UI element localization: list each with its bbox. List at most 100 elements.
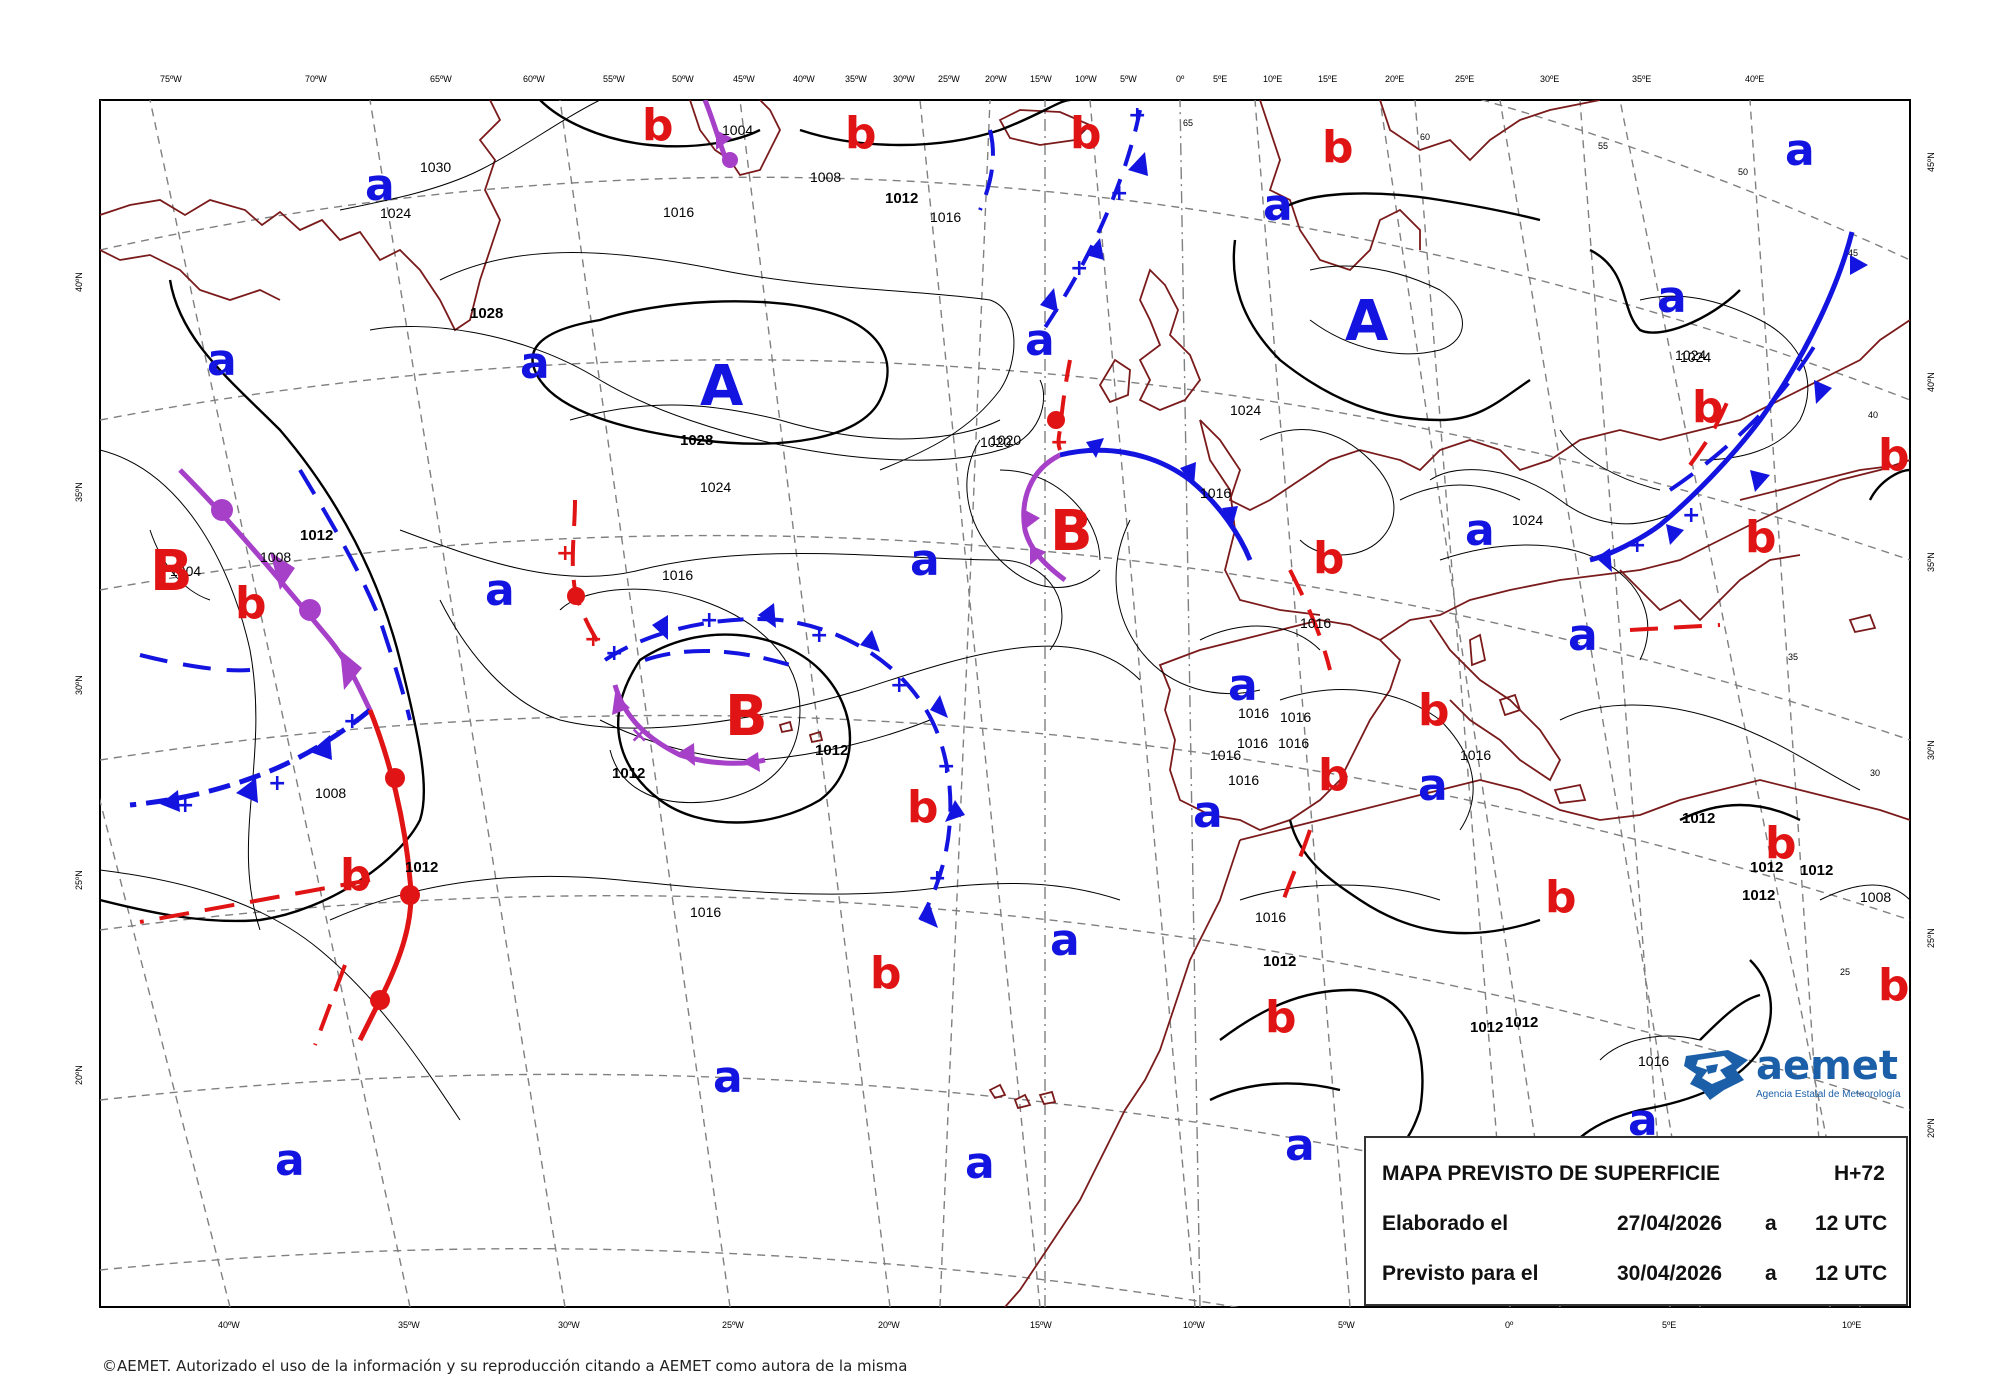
rel-low: b xyxy=(845,108,877,159)
rel-high: a xyxy=(1418,760,1448,811)
lat-label: 40ºN xyxy=(74,272,84,292)
lon-label: 35ºW xyxy=(398,1320,420,1330)
lon-label: 75ºW xyxy=(160,74,182,84)
rel-low: b xyxy=(1692,382,1724,433)
lon-label: 20ºW xyxy=(985,74,1007,84)
lon-label: 70ºW xyxy=(305,74,327,84)
rel-high: a xyxy=(910,535,940,586)
lat-label: 30ºN xyxy=(74,675,84,695)
rel-low: b xyxy=(1070,108,1102,159)
rel-high: a xyxy=(1568,610,1598,661)
lon-label: 20ºE xyxy=(1385,74,1404,84)
iso-label: 1012 xyxy=(1263,953,1296,970)
lon-label: 20ºW xyxy=(878,1320,900,1330)
rel-high: a xyxy=(520,338,550,389)
lon-label: 40ºE xyxy=(1745,74,1764,84)
info-elab-label: Elaborado el xyxy=(1382,1212,1509,1235)
rel-low: b xyxy=(1878,430,1910,481)
iso-label: 1016 xyxy=(1200,485,1231,501)
lat-label: 20ºN xyxy=(74,1065,84,1085)
isobar-labels: 1030 1024 1028 1028 1024 1020 1016 1012 … xyxy=(170,122,1891,1069)
svg-text:+: + xyxy=(1070,256,1088,281)
iso-label: 1016 xyxy=(690,904,721,920)
rel-low: b xyxy=(907,782,939,833)
lon-label: 10ºW xyxy=(1075,74,1097,84)
info-title: MAPA PREVISTO DE SUPERFICIE xyxy=(1382,1162,1720,1185)
pressure-centers: A A B B B xyxy=(150,289,1389,749)
svg-text:+: + xyxy=(937,754,955,779)
rel-high: a xyxy=(1025,315,1055,366)
svg-text:+: + xyxy=(176,793,194,818)
iso-label: 1012 xyxy=(1742,887,1775,904)
occluded-front-west xyxy=(178,468,373,712)
iso-label: 1012 xyxy=(1682,810,1715,827)
iso-label: 1024 xyxy=(1512,512,1543,528)
aemet-logo: aemet Agencia Estatal de Meteorología xyxy=(1680,1044,1912,1106)
info-prev-row: Previsto para el 30/04/2026 a 12 UTC xyxy=(1382,1262,1887,1292)
iso-label: 1016 xyxy=(1255,909,1286,925)
rel-high: a xyxy=(1050,915,1080,966)
iso-label: 1004 xyxy=(722,122,753,138)
rel-high: a xyxy=(275,1135,305,1186)
lon-label: 15ºW xyxy=(1030,74,1052,84)
iso-label: 1028 xyxy=(680,432,713,449)
info-elab-time: 12 UTC xyxy=(1815,1212,1888,1235)
low-center: B xyxy=(1050,499,1093,564)
lat-label: 25ºN xyxy=(1926,928,1936,948)
lon-label: 5ºE xyxy=(1662,1320,1676,1330)
lon-label: 35ºW xyxy=(845,74,867,84)
left-lat-labels: 40ºN 35ºN 30ºN 25ºN 20ºN xyxy=(74,272,84,1085)
lon-label: 50ºW xyxy=(672,74,694,84)
coastlines xyxy=(100,100,1910,1307)
rel-low: b xyxy=(1418,685,1450,736)
iso-label: 1012 xyxy=(1470,1019,1503,1036)
aemet-logo-icon xyxy=(1684,1050,1748,1100)
svg-text:+: + xyxy=(1628,533,1646,558)
meridian-grid xyxy=(100,100,1861,1307)
info-hplus: H+72 xyxy=(1834,1162,1885,1185)
lon-label: 10ºE xyxy=(1842,1320,1861,1330)
lat-label: 30ºN xyxy=(1926,740,1936,760)
rel-high: a xyxy=(1785,125,1815,176)
lon-label: 40ºW xyxy=(793,74,815,84)
svg-text:+: + xyxy=(890,673,908,698)
rel-low: b xyxy=(1878,960,1910,1011)
rel-high: a xyxy=(207,335,237,386)
forecast-info-box: MAPA PREVISTO DE SUPERFICIE H+72 Elabora… xyxy=(1364,1136,1908,1306)
lon-label: 30ºW xyxy=(893,74,915,84)
troughs-iberia xyxy=(1278,569,1721,911)
iso-label: 1024 xyxy=(1230,402,1261,418)
iso-label: 1012 xyxy=(1750,859,1783,876)
iso-label: 1024 xyxy=(700,479,731,495)
cold-front-iberia xyxy=(1059,438,1253,561)
grid-value-labels: 65 60 55 50 45 40 35 30 25 xyxy=(1183,118,1880,977)
lat-label: 45ºN xyxy=(1926,152,1936,172)
iso-label: 1024 xyxy=(380,205,411,221)
trough-east xyxy=(1668,343,1817,492)
occluded-front-iberia xyxy=(1021,452,1067,582)
copyright-notice: ©AEMET. Autorizado el uso de la informac… xyxy=(102,1357,908,1375)
lon-label: 55ºW xyxy=(603,74,625,84)
rel-low: b xyxy=(1745,512,1777,563)
top-lon-labels: 75ºW 70ºW 65ºW 60ºW 55ºW 50ºW 45ºW 40ºW … xyxy=(160,74,1764,84)
rel-low: b xyxy=(1545,872,1577,923)
aemet-subtitle: Agencia Estatal de Meteorología xyxy=(1756,1089,1901,1100)
grid-value: 40 xyxy=(1868,410,1878,420)
svg-text:+: + xyxy=(1050,430,1068,455)
iso-label: 1024 xyxy=(1680,349,1711,365)
lon-label: 5ºW xyxy=(1338,1320,1355,1330)
svg-text:+: + xyxy=(605,641,623,666)
rel-high: a xyxy=(1228,660,1258,711)
low-center: B xyxy=(725,684,768,749)
occluded-front-north xyxy=(702,100,738,168)
low-center: B xyxy=(150,539,193,604)
trough-east-red xyxy=(1688,399,1730,467)
lon-label: 65ºW xyxy=(430,74,452,84)
svg-text:×: × xyxy=(630,723,648,748)
lon-label: 0º xyxy=(1176,74,1185,84)
iso-label: 1016 xyxy=(1237,735,1268,751)
iso-label: 1016 xyxy=(663,204,694,220)
lon-label: 5ºW xyxy=(1120,74,1137,84)
iso-label: 1012 xyxy=(885,190,918,207)
